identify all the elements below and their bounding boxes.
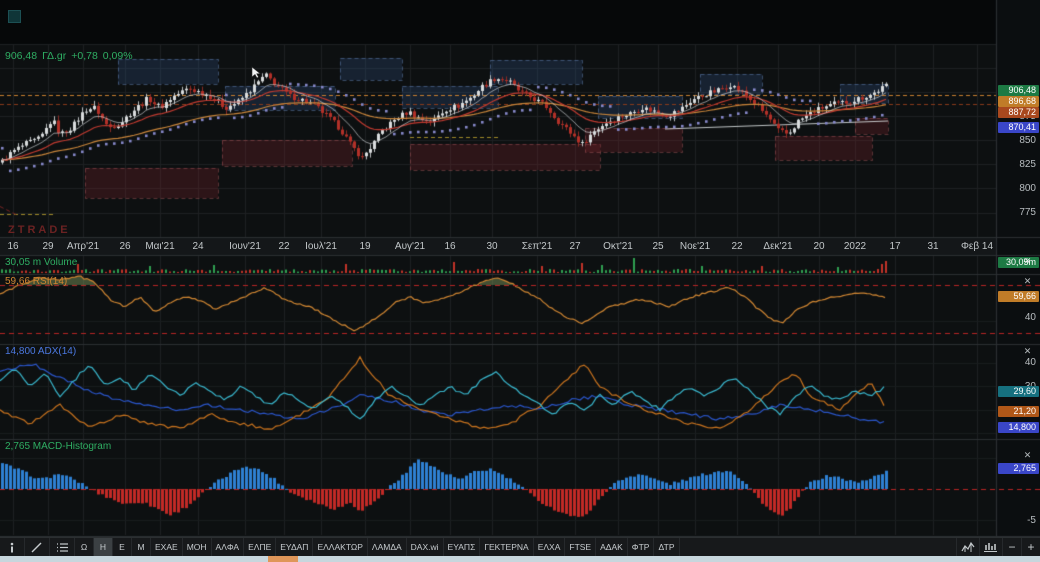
date-tick: 2022 — [843, 241, 867, 252]
close-adx-panel-button[interactable]: ✕ — [1023, 346, 1032, 356]
volume-panel-label: 30,05 m Volume — [5, 257, 78, 268]
timeframe-Η-button[interactable]: Η — [94, 538, 113, 556]
toolbar-spacer — [680, 538, 957, 556]
axis-value-badge: 2,765 — [998, 463, 1039, 474]
axis-price-label: 850 — [1019, 135, 1036, 146]
date-tick: 29 — [42, 241, 54, 252]
date-tick: 26 — [119, 241, 131, 252]
axis-price-label: 40 — [1024, 357, 1036, 368]
info-button[interactable] — [0, 538, 25, 556]
date-tick: 16 — [7, 241, 19, 252]
zoom-out-button[interactable]: − — [1002, 538, 1021, 556]
date-tick: Μαι'21 — [145, 241, 175, 252]
date-tick: 24 — [192, 241, 204, 252]
date-axis: 16 29 Απρ'21 26 Μαι'21 24 Ιουν'21 22 Ιουλ'21 19 Αυ… — [0, 238, 997, 255]
symbol-tab-ΜΟΗ[interactable]: ΜΟΗ — [183, 538, 212, 556]
quote-overlay: 906,48 ΓΔ.gr +0,78 0,09% — [5, 50, 138, 62]
timeframe-Ω-button[interactable]: Ω — [75, 538, 94, 556]
date-tick: 16 — [444, 241, 456, 252]
zoom-in-button[interactable]: + — [1021, 538, 1040, 556]
axis-price-label: 825 — [1019, 159, 1036, 170]
symbol-tab-ΕΛΛΑΚΤΩΡ[interactable]: ΕΛΛΑΚΤΩΡ — [313, 538, 368, 556]
price-chart-canvas[interactable] — [0, 0, 1040, 537]
symbol-tab-ΔΤΡ[interactable]: ΔΤΡ — [654, 538, 680, 556]
date-tick: 30 — [486, 241, 498, 252]
date-tick: 19 — [359, 241, 371, 252]
symbol-tab-ΕΥΔΑΠ[interactable]: ΕΥΔΑΠ — [276, 538, 314, 556]
axis-price-label: 800 — [1019, 183, 1036, 194]
last-price: 906,48 — [5, 50, 38, 62]
date-tick: Δεκ'21 — [763, 241, 793, 252]
price-change: +0,78 — [71, 50, 98, 62]
axis-value-badge: 59,66 — [998, 291, 1039, 302]
macd-panel-label: 2,765 MACD-Histogram — [5, 441, 112, 452]
axis-value-badge: 870,41 — [998, 122, 1039, 133]
axis-value-badge: 30,05m — [998, 257, 1039, 268]
date-tick: Φεβ 14 — [960, 241, 994, 252]
axis-value-badge: 906,48 — [998, 85, 1039, 96]
symbol-tab-DAX.wi[interactable]: DAX.wi — [407, 538, 444, 556]
axis-price-label: 775 — [1019, 207, 1036, 218]
symbol-tab-ΕΧΑΕ[interactable]: ΕΧΑΕ — [151, 538, 183, 556]
symbol-tab-FTSE[interactable]: FTSE — [565, 538, 597, 556]
timeframe-Μ-button[interactable]: Μ — [132, 538, 151, 556]
horizontal-scrollbar[interactable] — [0, 556, 1040, 562]
axis-value-badge: 21,20 — [998, 406, 1039, 417]
symbol-name: ΓΔ.gr — [42, 50, 67, 62]
pencil-button[interactable] — [25, 538, 50, 556]
symbol-tab-ΕΥΑΠΣ[interactable]: ΕΥΑΠΣ — [444, 538, 481, 556]
symbol-tab-ΕΛΧΑ[interactable]: ΕΛΧΑ — [534, 538, 566, 556]
date-tick: Αυγ'21 — [394, 241, 426, 252]
window-corner-icon — [8, 10, 21, 23]
symbol-tab-ΓΕΚΤΕΡΝΑ[interactable]: ΓΕΚΤΕΡΝΑ — [480, 538, 534, 556]
scrollbar-thumb[interactable] — [268, 556, 298, 562]
bar-chart-button[interactable] — [979, 538, 1002, 556]
date-tick: 17 — [889, 241, 901, 252]
axis-price-label: 40 — [1024, 312, 1036, 323]
axis-value-badge: 896,68 — [998, 96, 1039, 107]
symbol-tab-ΛΑΜΔΑ[interactable]: ΛΑΜΔΑ — [368, 538, 407, 556]
date-tick: Σεπ'21 — [521, 241, 553, 252]
date-tick: 20 — [813, 241, 825, 252]
date-tick: 22 — [731, 241, 743, 252]
date-tick: Απρ'21 — [66, 241, 100, 252]
close-macd-panel-button[interactable]: ✕ — [1023, 450, 1032, 460]
line-chart-button[interactable] — [956, 538, 979, 556]
close-volume-panel-button[interactable]: ✕ — [1023, 256, 1032, 266]
bottom-toolbar: Ω Η Ε Μ ΕΧΑΕ ΜΟΗ ΑΛΦΑ ΕΛΠΕ ΕΥΔΑΠ ΕΛΛΑΚΤΩΡ ΛΑΜΔΑ DAX… — [0, 537, 1040, 556]
price-axis: 875850825800775404030-5906,48896,68887,7… — [997, 0, 1040, 537]
symbol-tab-ΦΤΡ[interactable]: ΦΤΡ — [628, 538, 655, 556]
indicators-button[interactable] — [50, 538, 75, 556]
price-change-pct: 0,09% — [102, 50, 133, 62]
timeframe-Ε-button[interactable]: Ε — [113, 538, 132, 556]
adx-panel-label: 14,800 ADX(14) — [5, 346, 77, 357]
symbol-tab-ΕΛΠΕ[interactable]: ΕΛΠΕ — [244, 538, 277, 556]
mouse-cursor-icon — [251, 66, 261, 79]
date-tick: Ιουν'21 — [229, 241, 261, 252]
date-tick: 27 — [569, 241, 581, 252]
date-tick: Ιουλ'21 — [305, 241, 337, 252]
date-tick: 25 — [652, 241, 664, 252]
date-tick: 22 — [278, 241, 290, 252]
date-tick: 31 — [927, 241, 939, 252]
watermark: ZTRADE — [8, 224, 71, 236]
symbol-tab-ΑΛΦΑ[interactable]: ΑΛΦΑ — [212, 538, 245, 556]
date-tick: Νοε'21 — [679, 241, 711, 252]
axis-value-badge: 29,60 — [998, 386, 1039, 397]
axis-price-label: -5 — [1027, 515, 1036, 526]
axis-value-badge: 14,800 — [998, 422, 1039, 433]
date-tick: Οκτ'21 — [603, 241, 633, 252]
symbol-tab-ΑΔΑΚ[interactable]: ΑΔΑΚ — [596, 538, 628, 556]
rsi-panel-label: 59,66 RSI(14) — [5, 276, 68, 287]
axis-value-badge: 887,72 — [998, 107, 1039, 118]
close-rsi-panel-button[interactable]: ✕ — [1023, 276, 1032, 286]
